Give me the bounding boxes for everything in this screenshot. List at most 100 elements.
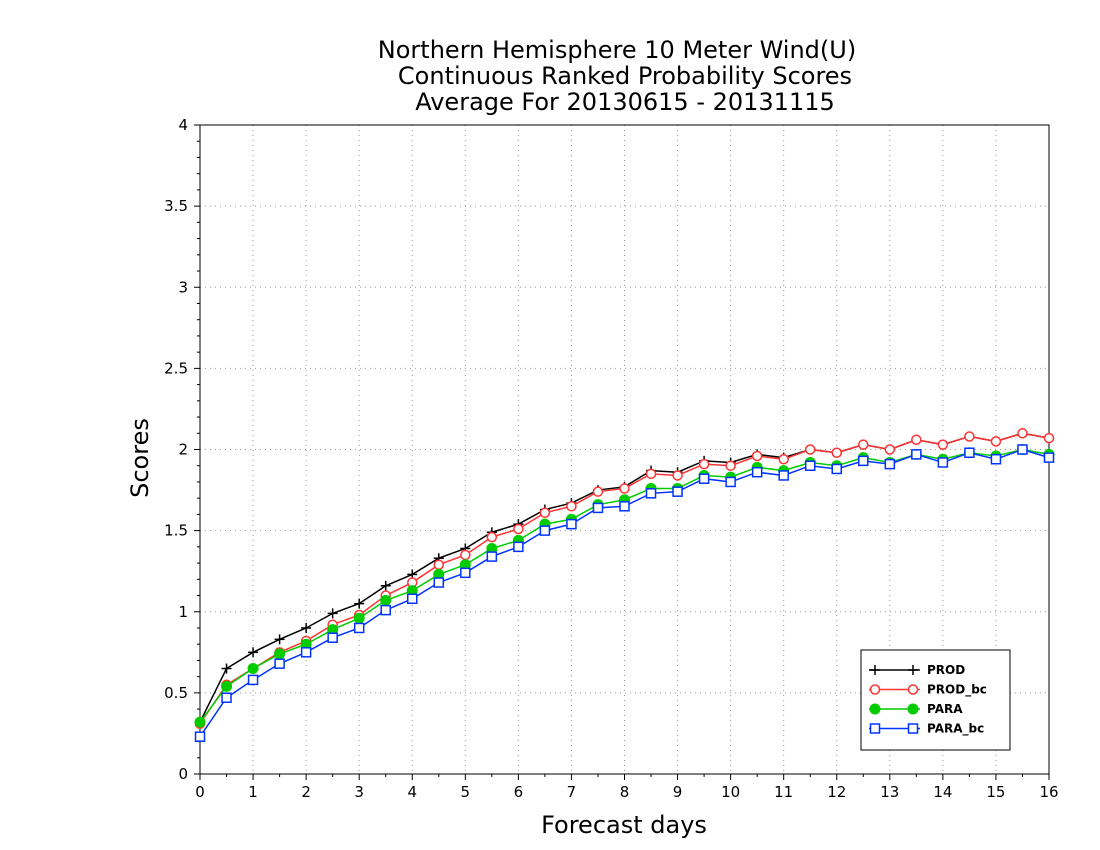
legend-label: PARA_bc (927, 722, 984, 737)
marker-open-square (645, 488, 657, 499)
marker-open-circle (804, 444, 816, 455)
legend-item: PROD (869, 663, 965, 677)
legend-item: PARA (869, 702, 963, 716)
marker-open-circle (751, 450, 763, 462)
marker-plus (908, 665, 918, 675)
x-tick-label: 0 (195, 783, 205, 801)
y-tick-label: 2 (178, 441, 188, 459)
marker-open-square (300, 647, 312, 658)
marker-plus (327, 608, 338, 619)
x-axis-title: Forecast days (541, 811, 707, 839)
x-tick-label: 14 (933, 783, 952, 801)
marker-open-circle (778, 453, 789, 465)
marker-open-circle (907, 684, 919, 695)
chart-title-line-1: Northern Hemisphere 10 Meter Wind(U) (378, 36, 856, 64)
marker-open-square (592, 502, 604, 514)
y-tick-label: 1 (178, 603, 188, 621)
marker-open-square (1017, 444, 1028, 455)
x-tick-label: 4 (407, 783, 417, 801)
marker-open-square (911, 449, 922, 460)
x-tick-label: 9 (673, 783, 683, 801)
marker-open-circle (858, 439, 869, 450)
marker-open-circle (433, 559, 445, 570)
marker-plus (274, 634, 285, 645)
marker-open-square (804, 460, 816, 471)
marker-open-circle (1017, 428, 1028, 439)
marker-plus (380, 580, 391, 591)
marker-open-square (513, 541, 524, 553)
marker-open-square (698, 473, 710, 484)
y-tick-label: 3 (178, 278, 188, 296)
marker-open-circle (911, 434, 922, 446)
x-tick-label: 6 (514, 783, 524, 801)
marker-open-circle (725, 460, 736, 471)
x-tick-label: 2 (301, 783, 311, 801)
y-tick-label: 0 (178, 765, 188, 783)
marker-open-circle (672, 470, 683, 481)
legend-label: PARA (927, 702, 963, 716)
legend-item: PARA_bc (869, 722, 984, 737)
marker-plus (221, 663, 232, 674)
marker-open-square (858, 455, 869, 467)
marker-open-circle (831, 447, 842, 458)
chart-title-line-3: Average For 20130615 - 20131115 (415, 88, 835, 116)
series-para-bc (194, 444, 1055, 742)
marker-open-square (247, 674, 259, 686)
marker-open-circle (460, 549, 471, 561)
marker-open-square (327, 632, 338, 643)
marker-open-square (1043, 452, 1055, 463)
marker-open-square (990, 453, 1002, 465)
marker-open-square (460, 567, 471, 579)
axis-ticks (194, 124, 1050, 780)
marker-open-square (751, 466, 763, 478)
marker-open-square (831, 463, 842, 475)
marker-open-circle (698, 458, 710, 470)
legend-label: PROD_bc (927, 683, 987, 698)
x-tick-labels: 0 1 2 3 4 5 6 7 8 9 10 11 12 13 14 15 16 (195, 783, 1058, 801)
legend-box (860, 649, 1011, 751)
marker-plus (354, 598, 365, 609)
marker-filled-circle (221, 680, 233, 692)
marker-open-square (433, 577, 445, 588)
x-tick-label: 10 (721, 783, 740, 801)
marker-filled-circle (247, 663, 259, 675)
marker-open-square (778, 470, 789, 481)
marker-open-circle (592, 486, 604, 497)
chart-title-line-2: Continuous Ranked Probability Scores (398, 62, 852, 90)
marker-open-circle (964, 431, 975, 442)
x-tick-label: 1 (248, 783, 258, 801)
marker-open-square (884, 458, 896, 470)
marker-open-square (937, 457, 949, 468)
legend-label: PROD (927, 663, 965, 677)
marker-open-circle (566, 501, 577, 512)
marker-open-square (221, 692, 232, 703)
marker-open-square (353, 622, 365, 634)
x-tick-label: 12 (827, 783, 846, 801)
y-tick-label: 4 (178, 116, 188, 134)
marker-open-square (907, 723, 919, 734)
x-tick-label: 16 (1039, 783, 1058, 801)
marker-open-square (672, 486, 683, 497)
marker-open-square (725, 476, 736, 488)
marker-open-square (194, 731, 206, 742)
legend: PROD PROD_bc PARA PARA_bc (860, 649, 1011, 751)
marker-open-square (869, 723, 881, 734)
marker-open-circle (645, 468, 657, 480)
x-tick-label: 7 (567, 783, 577, 801)
y-tick-label: 0.5 (164, 684, 188, 702)
marker-open-square (274, 658, 285, 669)
series-layer (194, 428, 1055, 742)
marker-filled-circle (869, 703, 881, 715)
marker-plus (248, 647, 259, 658)
marker-open-circle (619, 483, 630, 494)
marker-open-circle (1043, 432, 1055, 444)
marker-open-square (486, 551, 498, 562)
marker-open-circle (869, 684, 881, 695)
marker-filled-circle (274, 648, 286, 660)
legend-item: PROD_bc (869, 683, 987, 698)
marker-open-circle (486, 531, 498, 543)
marker-filled-circle (907, 703, 919, 715)
x-tick-label: 3 (354, 783, 364, 801)
x-tick-label: 15 (986, 783, 1005, 801)
